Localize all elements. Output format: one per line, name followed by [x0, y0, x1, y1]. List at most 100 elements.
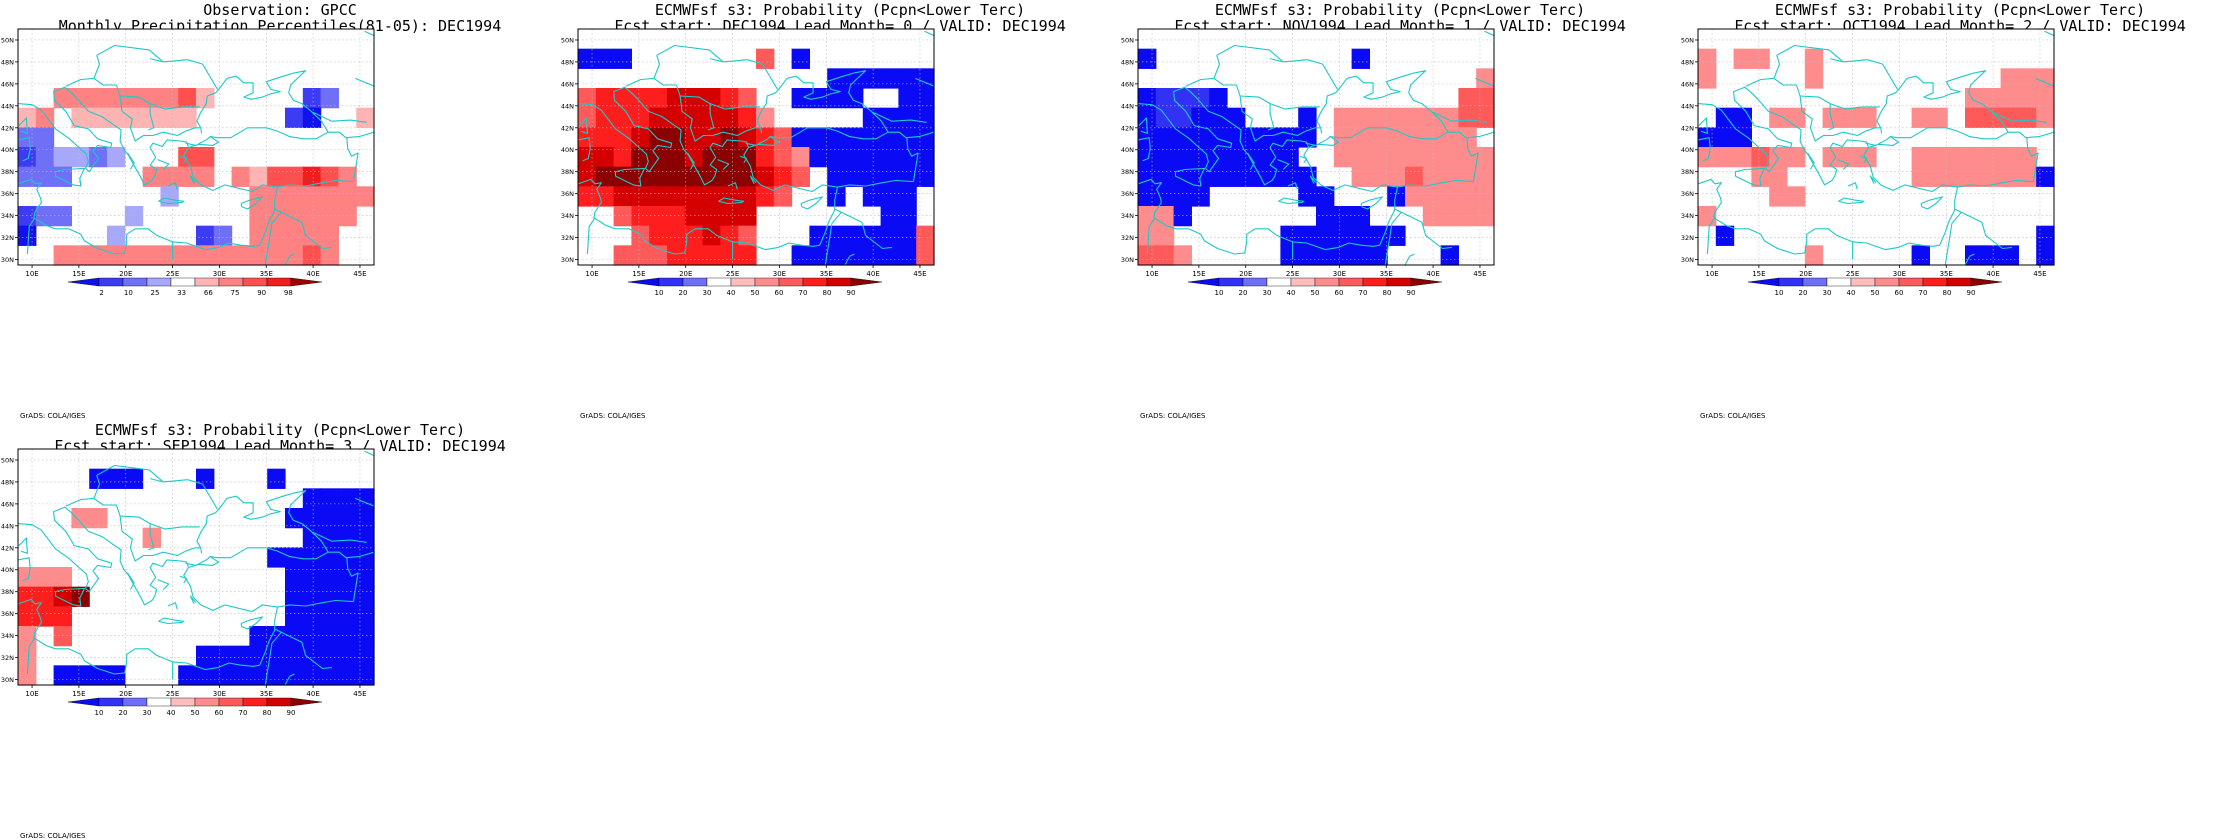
heatmap-cell	[1138, 225, 1157, 246]
heatmap-cell	[1138, 166, 1157, 187]
coastline	[1404, 253, 1415, 265]
heatmap-cell	[631, 107, 650, 128]
y-tick-label: 44N	[561, 102, 574, 110]
heatmap-cell	[649, 206, 668, 227]
heatmap-cell	[1155, 127, 1175, 148]
precip-map: 10E 15E 20E 25E 30E 35E 40E 45E 50N 48N 46N 44N 42N 4…	[561, 28, 935, 297]
coastline	[1865, 127, 1881, 132]
heatmap-cell	[1698, 48, 1717, 69]
heatmap-cell	[1476, 68, 1495, 89]
heatmap-cell	[53, 245, 72, 266]
heatmap-cell	[1369, 127, 1388, 148]
heatmap-cell	[1440, 166, 1459, 187]
colorbar-label: 10	[655, 289, 664, 297]
colorbar-label: 75	[231, 289, 240, 297]
heatmap-cell	[702, 206, 721, 227]
coastline	[718, 197, 745, 205]
heatmap-cell	[249, 665, 268, 686]
heatmap-cell	[1138, 186, 1157, 207]
heatmap-cell	[1244, 147, 1264, 168]
heatmap-cell	[1173, 206, 1192, 227]
heatmap-cell	[595, 127, 615, 148]
heatmap-cell	[1476, 166, 1495, 187]
y-tick-label: 46N	[561, 80, 574, 88]
coastline	[578, 117, 588, 134]
coastline	[167, 182, 178, 190]
x-tick-label: 35E	[1380, 270, 1393, 278]
x-tick-label: 15E	[1752, 270, 1765, 278]
heatmap-cell	[1929, 107, 1948, 128]
colorbar-segment	[98, 277, 124, 287]
coastline	[312, 111, 367, 123]
heatmap-cell	[356, 186, 375, 207]
heatmap-cell	[1227, 107, 1246, 128]
colorbar-segment	[1747, 277, 1780, 287]
coastline	[1920, 196, 1944, 210]
heatmap-cell	[285, 186, 304, 207]
heatmap-cell	[267, 166, 286, 187]
colorbar-label: 30	[143, 709, 152, 717]
heatmap-cell	[1351, 206, 1370, 227]
heatmap-cell	[302, 186, 322, 207]
colorbar-segment	[242, 277, 268, 287]
heatmap-cell	[302, 665, 322, 686]
heatmap-cell	[631, 88, 650, 109]
heatmap-cell	[1787, 186, 1806, 207]
heatmap-cell	[595, 107, 615, 128]
heatmap-cell	[1227, 127, 1246, 148]
heatmap-cell	[267, 245, 286, 266]
coastline	[18, 86, 279, 251]
heatmap-cell	[320, 567, 339, 588]
heatmap-cell	[631, 127, 650, 148]
heatmap-cell	[791, 166, 810, 187]
heatmap-cell	[1209, 127, 1228, 148]
colorbar-segment	[826, 277, 852, 287]
plot-frame	[1137, 28, 1495, 266]
heatmap-cell	[684, 245, 704, 266]
heatmap-cell	[1440, 147, 1459, 168]
colorbar-label: 80	[1943, 289, 1952, 297]
heatmap-cell	[880, 186, 899, 207]
heatmap-cell	[285, 586, 304, 607]
heatmap-cell	[1173, 147, 1192, 168]
colorbar-segment	[242, 697, 268, 707]
heatmap-cell	[107, 88, 126, 109]
heatmap-cell	[71, 665, 90, 686]
heatmap-cell	[649, 107, 668, 128]
heatmap-cell	[320, 88, 339, 109]
coastline	[271, 208, 282, 224]
coastline	[284, 253, 295, 265]
heatmap-cell	[196, 88, 215, 109]
heatmap-cell	[1333, 206, 1353, 227]
colorbar-segment	[730, 277, 756, 287]
heatmap-cell	[916, 147, 935, 168]
heatmap-cell	[338, 508, 357, 529]
heatmap-cell	[1476, 206, 1495, 227]
heatmap-cell	[898, 147, 917, 168]
plot-frame	[1697, 28, 2055, 266]
x-tick-label: 10E	[1705, 270, 1718, 278]
heatmap-cell	[320, 527, 339, 548]
coastline	[1146, 217, 1156, 255]
coastline	[26, 217, 36, 255]
coastline	[185, 547, 201, 552]
heatmap-cell	[1715, 147, 1735, 168]
heatmap-cell	[898, 225, 917, 246]
heatmap-cell	[107, 245, 126, 266]
heatmap-cell	[1787, 107, 1806, 128]
colorbar-segment	[1874, 277, 1900, 287]
colorbar-segment	[194, 697, 220, 707]
coastline	[54, 587, 86, 607]
colorbar-segment	[1778, 277, 1804, 287]
x-tick-label: 45E	[353, 270, 366, 278]
heatmap-cell	[338, 645, 357, 666]
heatmap-cell	[1476, 107, 1495, 128]
heatmap-cell	[1929, 166, 1948, 187]
heatmap-cell	[880, 206, 899, 227]
heatmap-cell	[1733, 127, 1752, 148]
heatmap-cell	[880, 225, 899, 246]
colorbar-label: 10	[124, 289, 133, 297]
heatmap-cell	[1138, 48, 1157, 69]
colorbar-segment	[1386, 277, 1412, 287]
heatmap-cell	[845, 245, 864, 266]
